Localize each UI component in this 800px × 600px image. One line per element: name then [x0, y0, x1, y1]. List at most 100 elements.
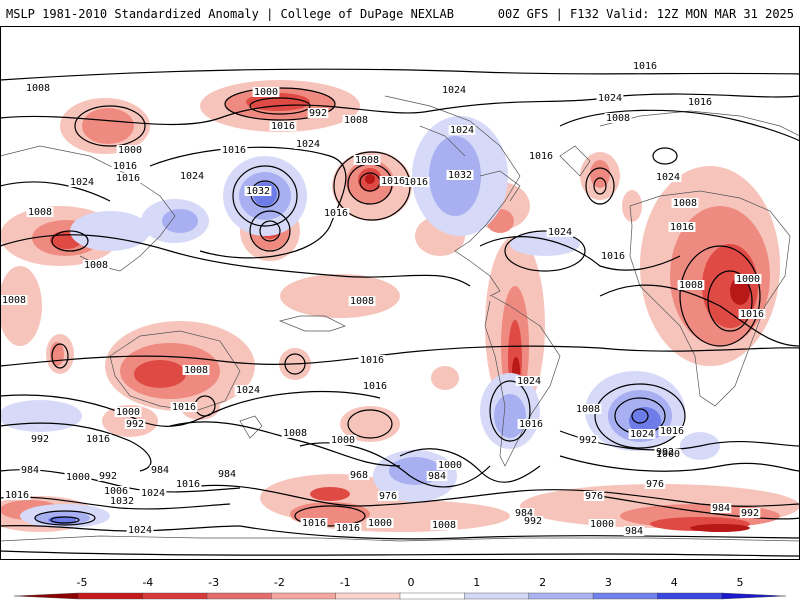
colorbar-swatch [399, 592, 466, 600]
isobar-label: 1008 [283, 428, 307, 439]
isobar-label: 1000 [66, 472, 90, 483]
isobar-label-bg [294, 139, 322, 149]
isobar-label-bg [3, 490, 31, 500]
isobar-label: 1024 [548, 227, 572, 238]
isobar-label-bg [426, 471, 448, 481]
isobar-label-bg [126, 525, 154, 535]
isobar-label-bg [111, 161, 139, 171]
colorbar-tick-label: -4 [142, 576, 153, 589]
isobar-label-bg [178, 171, 206, 181]
isobar-label: 984 [218, 469, 236, 480]
isobar-label-bg [446, 170, 474, 180]
isobar-label: 992 [656, 447, 674, 458]
isobar-label: 1016 [633, 61, 657, 72]
isobar-label: 1024 [630, 429, 654, 440]
isobar-label: 992 [579, 435, 597, 446]
isobar-label-bg [0, 295, 28, 305]
isobar-label: 1008 [576, 404, 600, 415]
isobar-label: 1016 [670, 222, 694, 233]
isobar-label: 1016 [176, 479, 200, 490]
colorbar-swatch [721, 592, 787, 600]
isobar-label: 1016 [360, 355, 384, 366]
isobar-label: 1000 [254, 87, 278, 98]
isobar-label-bg [668, 222, 696, 232]
colorbar-swatches [13, 592, 787, 600]
isobar-label: 984 [712, 503, 730, 514]
isobar-label-bg [710, 503, 732, 513]
isobar-label-bg [583, 491, 605, 501]
model-valid-time: 00Z GFS | F132 Valid: 12Z MON MAR 31 202… [497, 7, 794, 21]
isobar-label-bg [216, 469, 238, 479]
isobar-label: 1032 [110, 496, 134, 507]
isobar-label-bg [116, 145, 144, 155]
isobar-label-backgrounds [0, 61, 766, 536]
isobar-label: 1016 [172, 402, 196, 413]
isobar-label: 1016 [688, 97, 712, 108]
isobar-label: 1024 [70, 177, 94, 188]
isobar-label: 1016 [116, 173, 140, 184]
colorbar-swatch [271, 592, 337, 600]
isobar-label: 1016 [519, 419, 543, 430]
isobar-label-bg [522, 516, 544, 526]
isobar-label-bg [738, 309, 766, 319]
isobar-label: 1024 [296, 139, 320, 150]
isobar-label-bg [577, 435, 599, 445]
isobar-label-bg [300, 518, 328, 528]
isobar-label-bg [348, 296, 376, 306]
isobar-label: 976 [379, 491, 397, 502]
isobar-label-bg [82, 260, 110, 270]
isobar-label: 1024 [141, 488, 165, 499]
isobar-label-bg [29, 434, 51, 444]
isobar-label: 1016 [404, 177, 428, 188]
colorbar-tick-label: 3 [605, 576, 612, 589]
isobar-label-bg [527, 151, 555, 161]
isobar-label-bg [322, 208, 350, 218]
colorbar-tick-label: 1 [473, 576, 480, 589]
colorbar-ticks: -5 -4 -3 -2 -1 0 1 2 3 4 5 [77, 576, 744, 589]
colorbar: -5 -4 -3 -2 -1 0 1 2 3 4 5 [13, 576, 787, 600]
isobar-label-bg [102, 486, 130, 496]
isobar-label-bg [348, 470, 370, 480]
isobar-label: 1000 [118, 145, 142, 156]
colorbar-swatch [206, 592, 273, 600]
isobar-label: 1008 [673, 198, 697, 209]
isobar-label-bg [654, 172, 682, 182]
isobar-label: 1008 [606, 113, 630, 124]
isobar-label: 1008 [344, 115, 368, 126]
isobar-label-bg [604, 113, 632, 123]
colorbar-swatch [78, 592, 144, 600]
isobar-label-bg [358, 355, 386, 365]
isobar-label: 992 [309, 108, 327, 119]
colorbar-tick-label: 4 [671, 576, 678, 589]
isobar-label-bg [19, 465, 41, 475]
colorbar-tick-label: -5 [77, 576, 88, 589]
isobar-label: 1008 [26, 83, 50, 94]
isobar-label: 1016 [222, 145, 246, 156]
isobar-label-bg [252, 87, 280, 97]
isobar-label-bg [114, 173, 142, 183]
isobar-label-bg [366, 518, 394, 528]
isobar-label-bg [281, 428, 309, 438]
isobar-label-bg [517, 419, 545, 429]
isobar-label: 992 [126, 419, 144, 430]
isobar-label: 1032 [448, 170, 472, 181]
isobar-label: 1000 [116, 407, 140, 418]
isobar-label: 992 [524, 516, 542, 527]
isobar-label-bg [26, 207, 54, 217]
isobar-label-bg [440, 85, 468, 95]
isobar-label: 1016 [324, 208, 348, 219]
isobar-label: 984 [515, 508, 533, 519]
isobar-label: 1016 [660, 426, 684, 437]
isobar-label-bg [269, 121, 297, 131]
isobar-label: 1016 [5, 490, 29, 501]
isobars [0, 68, 800, 557]
isobar-label-bg [515, 376, 543, 386]
isobar-label-bg [353, 155, 381, 165]
isobar-label-bg [68, 177, 96, 187]
isobar-label-bg [97, 471, 119, 481]
colorbar-tick-label: -1 [340, 576, 351, 589]
isobar-label-bg [596, 93, 624, 103]
isobar-label-bg [64, 472, 92, 482]
